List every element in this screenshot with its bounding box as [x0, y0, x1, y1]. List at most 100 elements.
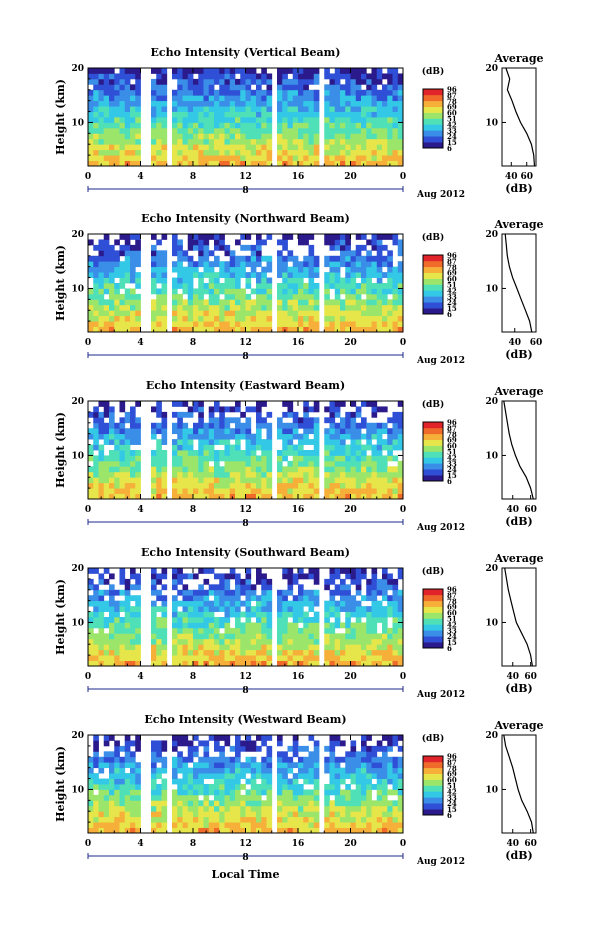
heatmap-cell [382, 460, 388, 467]
colorbar-swatch [423, 136, 443, 143]
heatmap-cell [124, 649, 131, 656]
heatmap-cell [371, 144, 378, 151]
heatmap-cell [287, 315, 294, 322]
heatmap-cell [229, 304, 236, 311]
heatmap-cell [214, 106, 220, 112]
heatmap-cell [334, 800, 341, 807]
heatmap-cell [245, 767, 252, 774]
heatmap-cell [382, 422, 388, 429]
heatmap-cell [345, 444, 351, 451]
heatmap-cell [277, 773, 283, 779]
heatmap-cell [93, 149, 99, 156]
heatmap-cell [298, 660, 304, 667]
heatmap-cell [366, 584, 372, 591]
heatmap-cell [177, 117, 183, 123]
heatmap-cell [256, 789, 262, 796]
heatmap-cell [214, 762, 220, 769]
heatmap-cell [298, 95, 304, 102]
heatmap-cell [114, 450, 120, 456]
heatmap-cell [109, 471, 115, 478]
heatmap-cell [366, 800, 372, 807]
heatmap-cell [387, 277, 393, 284]
heatmap-cell [298, 488, 304, 494]
heatmap-cell [334, 767, 341, 774]
heatmap-cell [124, 428, 131, 435]
heatmap-cell [93, 827, 99, 834]
heatmap-cell [266, 73, 273, 80]
heatmap-cell [219, 756, 225, 763]
heatmap-cell [124, 735, 131, 741]
heatmap-cell [88, 482, 94, 489]
heatmap-cell [114, 800, 120, 807]
heatmap-cell [172, 644, 178, 651]
heatmap-cell [109, 735, 115, 741]
heatmap-cell [229, 160, 236, 167]
heatmap-cell [177, 68, 183, 74]
date-label: Aug 2012 [416, 690, 465, 700]
heatmap-cell [361, 740, 367, 747]
heatmap-cell [203, 95, 210, 102]
heatmap-cell [114, 144, 120, 151]
heatmap-cell [329, 100, 336, 107]
heatmap-cell [109, 315, 115, 322]
heatmap-cell [376, 767, 383, 774]
heatmap-cell [392, 466, 399, 473]
heatmap-cell [156, 144, 162, 151]
profile-x-tick-label: 60 [524, 672, 537, 682]
heatmap-cell [334, 117, 341, 123]
heatmap-cell [392, 117, 399, 123]
heatmap-cell [124, 493, 131, 500]
heatmap-cell [208, 638, 215, 645]
heatmap-cell [98, 326, 105, 333]
heatmap-cell [376, 299, 383, 306]
heatmap-cell [298, 762, 304, 769]
heatmap-cell [334, 304, 341, 311]
heatmap-cell [250, 756, 257, 763]
heatmap-cell [292, 144, 299, 151]
heatmap-cell [303, 455, 309, 462]
heatmap-cell [119, 315, 126, 322]
heatmap-cell [334, 326, 341, 333]
heatmap-cell [161, 144, 168, 151]
heatmap-cell [387, 800, 393, 807]
heatmap-cell [224, 740, 231, 747]
heatmap-cell [287, 800, 294, 807]
heatmap-cell [308, 622, 315, 629]
heatmap-cell [355, 767, 362, 774]
heatmap-cell [345, 633, 351, 640]
heatmap-cell [119, 794, 126, 801]
heatmap-cell [187, 106, 194, 112]
heatmap-cell [135, 789, 141, 796]
heatmap-cell [130, 73, 136, 80]
heatmap-cell [124, 589, 131, 596]
heatmap-cell [172, 622, 178, 629]
heatmap-cell [124, 778, 131, 785]
heatmap-cell [151, 460, 157, 467]
heatmap-cell [245, 417, 252, 424]
heatmap-cell [172, 633, 178, 640]
heatmap-cell [298, 310, 304, 317]
heatmap-cell [161, 649, 168, 656]
heatmap-cell [282, 239, 288, 246]
heatmap-cell [98, 288, 105, 295]
heatmap-cell [387, 138, 393, 145]
y-tick-label: 20 [71, 564, 84, 574]
heatmap-cell [235, 805, 241, 812]
heatmap-cell [161, 477, 168, 484]
heatmap-cell [124, 460, 131, 467]
heatmap-cell [93, 805, 99, 812]
heatmap-cell [103, 277, 110, 284]
heatmap-cell [303, 138, 309, 145]
colorbar-frame [422, 588, 444, 649]
heatmap-cell [187, 160, 194, 167]
heatmap-cell [334, 401, 341, 407]
heatmap-cell [371, 816, 378, 823]
heatmap-cell [130, 417, 136, 424]
heatmap-cell [119, 428, 126, 435]
heatmap-cell [198, 460, 204, 467]
heatmap-cell [93, 293, 99, 300]
heatmap-cell [287, 283, 294, 289]
heatmap-cell [382, 455, 388, 462]
heatmap-cell [266, 84, 273, 91]
heatmap-cell [334, 584, 341, 591]
